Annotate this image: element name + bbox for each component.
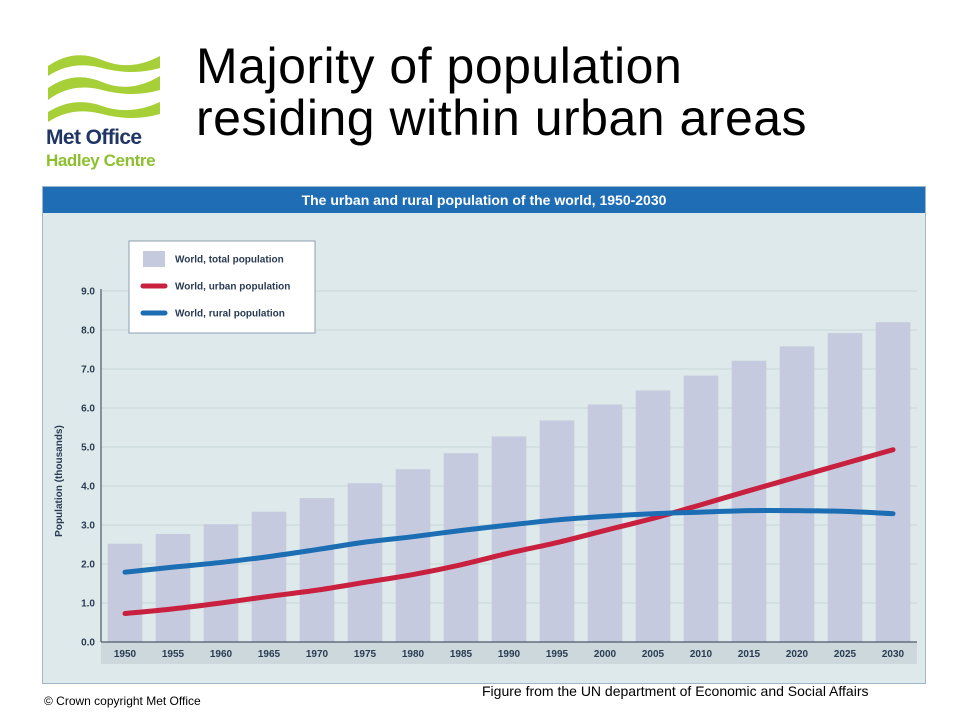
x-tick-label: 1980 (402, 649, 425, 660)
chart-axes: 0.0 1.0 2.0 3.0 4.0 5.0 6.0 7.0 8.0 9.0 1950 1955 19… (81, 287, 917, 664)
y-tick-label: 9.0 (81, 287, 95, 298)
x-tick-label: 1960 (210, 649, 233, 660)
urban-population-line (122, 447, 896, 617)
bar-total-1955 (155, 533, 191, 642)
chart-bars (107, 322, 911, 642)
bar-total-2025 (827, 333, 863, 642)
y-tick-label: 2.0 (81, 560, 95, 571)
chart-lines (122, 447, 896, 617)
bar-total-1990 (491, 436, 527, 642)
slide-title-line2: residing within urban areas (196, 90, 808, 146)
x-tick-label: 2010 (690, 649, 713, 660)
x-tick-label: 2030 (882, 649, 905, 660)
x-tick-label: 1975 (354, 649, 377, 660)
x-axis-band (101, 642, 917, 664)
rural-population-line (122, 507, 896, 575)
met-office-logo: Met Office Hadley Centre (46, 55, 160, 170)
y-axis-label: Population (thousands) (54, 425, 65, 537)
legend-label-total: World, total population (175, 255, 284, 266)
x-tick-label: 1950 (114, 649, 137, 660)
y-tick-label: 1.0 (81, 599, 95, 610)
legend-swatch-total (143, 251, 165, 267)
logo-line2: Hadley Centre (46, 151, 155, 170)
x-tick-label: 1970 (306, 649, 329, 660)
logo-waves (48, 55, 160, 122)
chart-svg: 0.0 1.0 2.0 3.0 4.0 5.0 6.0 7.0 8.0 9.0 1950 1955 19… (54, 240, 917, 664)
x-tick-label: 1985 (450, 649, 473, 660)
x-tick-label: 1990 (498, 649, 521, 660)
bar-total-2030 (875, 322, 911, 642)
bar-total-1975 (347, 483, 383, 642)
x-tick-label: 2025 (834, 649, 857, 660)
legend-label-rural: World, rural population (175, 309, 285, 320)
chart-legend: World, total population World, urban popu… (128, 240, 316, 334)
x-tick-label: 1995 (546, 649, 569, 660)
legend-label-urban: World, urban population (175, 282, 290, 293)
x-tick-label: 1955 (162, 649, 185, 660)
slide-title-line1: Majority of population (196, 38, 683, 94)
bar-total-1950 (107, 543, 143, 642)
bar-total-1995 (539, 420, 575, 642)
y-tick-label: 5.0 (81, 443, 95, 454)
y-tick-label: 0.0 (81, 638, 95, 649)
bar-total-1960 (203, 524, 239, 642)
chart-title: The urban and rural population of the wo… (43, 187, 925, 213)
source-note: Figure from the UN department of Economi… (482, 683, 869, 699)
logo-line1: Met Office (46, 126, 142, 149)
bar-total-1980 (395, 469, 431, 642)
y-tick-label: 6.0 (81, 404, 95, 415)
x-tick-label: 2005 (642, 649, 665, 660)
chart-panel: 0.0 1.0 2.0 3.0 4.0 5.0 6.0 7.0 8.0 9.0 1950 1955 19… (42, 186, 926, 684)
y-tick-label: 4.0 (81, 482, 95, 493)
bar-total-1965 (251, 511, 287, 642)
x-tick-label: 2000 (594, 649, 617, 660)
bar-total-2015 (731, 360, 767, 642)
y-tick-label: 3.0 (81, 521, 95, 532)
slide-title: Majority of population residing within u… (196, 40, 807, 144)
copyright-text: © Crown copyright Met Office (44, 694, 201, 708)
x-tick-label: 2020 (786, 649, 809, 660)
x-tick-label: 2015 (738, 649, 761, 660)
y-tick-label: 8.0 (81, 326, 95, 337)
y-tick-label: 7.0 (81, 365, 95, 376)
x-tick-label: 1965 (258, 649, 281, 660)
bar-total-2020 (779, 346, 815, 642)
bar-total-2000 (587, 404, 623, 642)
bar-total-1985 (443, 453, 479, 642)
bar-total-1970 (299, 498, 335, 642)
